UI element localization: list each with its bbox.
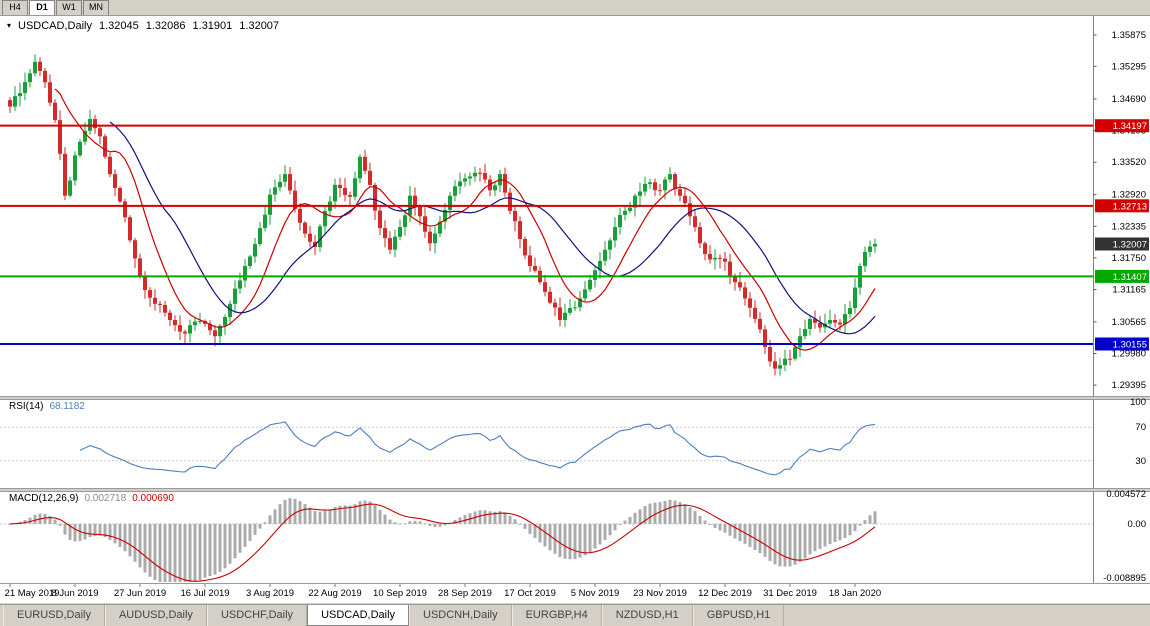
candles-layer	[8, 54, 877, 376]
tab-eurgbp-h4[interactable]: EURGBP,H4	[511, 605, 602, 626]
rsi-indicator-label: RSI(14) 68.1182	[7, 401, 87, 412]
tab-usdcnh-daily[interactable]: USDCNH,Daily	[409, 605, 512, 626]
tab-usdcad-daily[interactable]: USDCAD,Daily	[307, 605, 410, 626]
svg-text:1.34197: 1.34197	[1113, 121, 1147, 132]
rsi-name: RSI(14)	[9, 401, 44, 412]
macd-name: MACD(12,26,9)	[9, 493, 79, 504]
tab-eurusd-daily[interactable]: EURUSD,Daily	[3, 605, 105, 626]
macd-histogram	[8, 498, 877, 582]
macd-main-value: 0.002718	[84, 493, 127, 504]
svg-text:1.32713: 1.32713	[1113, 201, 1147, 212]
svg-text:1.32920: 1.32920	[1112, 190, 1146, 201]
tab-gbpusd-h1[interactable]: GBPUSD,H1	[692, 605, 785, 626]
timeframe-button-d1[interactable]: D1	[29, 0, 55, 15]
quote-close: 1.32007	[239, 20, 280, 32]
svg-text:1.33520: 1.33520	[1112, 157, 1146, 168]
svg-text:1.31750: 1.31750	[1112, 253, 1146, 264]
tab-usdchf-daily[interactable]: USDCHF,Daily	[206, 605, 308, 626]
chart-selector-icon[interactable]: ▾	[7, 21, 12, 30]
svg-text:27 Jun 2019: 27 Jun 2019	[114, 588, 166, 599]
svg-text:100: 100	[1130, 397, 1146, 408]
chart-tab-bar: EURUSD,Daily AUDUSD,Daily USDCHF,Daily U…	[0, 604, 1150, 626]
svg-text:1.31407: 1.31407	[1113, 272, 1147, 283]
svg-text:0.004572: 0.004572	[1106, 489, 1146, 500]
svg-text:1.32335: 1.32335	[1112, 221, 1146, 232]
svg-text:1.32007: 1.32007	[1113, 239, 1147, 250]
tab-nzdusd-h1[interactable]: NZDUSD,H1	[601, 605, 693, 626]
svg-text:21 May 2019: 21 May 2019	[5, 588, 60, 599]
svg-text:1.30155: 1.30155	[1113, 340, 1147, 351]
svg-text:0.00: 0.00	[1128, 519, 1147, 530]
svg-text:17 Oct 2019: 17 Oct 2019	[504, 588, 556, 599]
svg-text:31 Dec 2019: 31 Dec 2019	[763, 588, 817, 599]
quote-low: 1.31901	[192, 20, 233, 32]
rsi-value: 68.1182	[49, 401, 85, 412]
svg-text:1.35295: 1.35295	[1112, 61, 1146, 72]
svg-text:70: 70	[1135, 422, 1146, 433]
tab-audusd-daily[interactable]: AUDUSD,Daily	[104, 605, 207, 626]
svg-text:18 Jan 2020: 18 Jan 2020	[829, 588, 881, 599]
svg-text:1.35875: 1.35875	[1112, 30, 1146, 41]
timeframe-toolbar: H4 D1 W1 MN	[0, 0, 1150, 16]
svg-text:3 Aug 2019: 3 Aug 2019	[246, 588, 294, 599]
chart-symbol-label: USDCAD,Daily	[18, 20, 92, 32]
chart-title: ▾ USDCAD,Daily 1.32045 1.32086 1.31901 1…	[7, 20, 279, 32]
svg-text:30: 30	[1135, 456, 1146, 467]
svg-text:1.30565: 1.30565	[1112, 317, 1146, 328]
svg-text:-0.008895: -0.008895	[1103, 573, 1146, 584]
svg-text:8 Jun 2019: 8 Jun 2019	[51, 588, 98, 599]
svg-text:1.34690: 1.34690	[1112, 94, 1146, 105]
svg-text:10 Sep 2019: 10 Sep 2019	[373, 588, 427, 599]
quote-high: 1.32086	[145, 20, 186, 32]
svg-text:23 Nov 2019: 23 Nov 2019	[633, 588, 687, 599]
timeframe-button-h4[interactable]: H4	[2, 0, 28, 15]
timeframe-button-mn[interactable]: MN	[83, 0, 109, 15]
svg-text:1.29395: 1.29395	[1112, 380, 1146, 391]
macd-signal-value: 0.000690	[132, 493, 174, 504]
timeframe-button-w1[interactable]: W1	[56, 0, 82, 15]
svg-text:28 Sep 2019: 28 Sep 2019	[438, 588, 492, 599]
svg-text:1.29980: 1.29980	[1112, 348, 1146, 359]
svg-text:12 Dec 2019: 12 Dec 2019	[698, 588, 752, 599]
svg-text:5 Nov 2019: 5 Nov 2019	[571, 588, 620, 599]
quote-open: 1.32045	[98, 20, 139, 32]
svg-text:16 Jul 2019: 16 Jul 2019	[180, 588, 229, 599]
svg-text:22 Aug 2019: 22 Aug 2019	[308, 588, 361, 599]
macd-indicator-label: MACD(12,26,9) 0.002718 0.000690	[7, 493, 176, 504]
svg-text:1.31165: 1.31165	[1112, 284, 1146, 295]
